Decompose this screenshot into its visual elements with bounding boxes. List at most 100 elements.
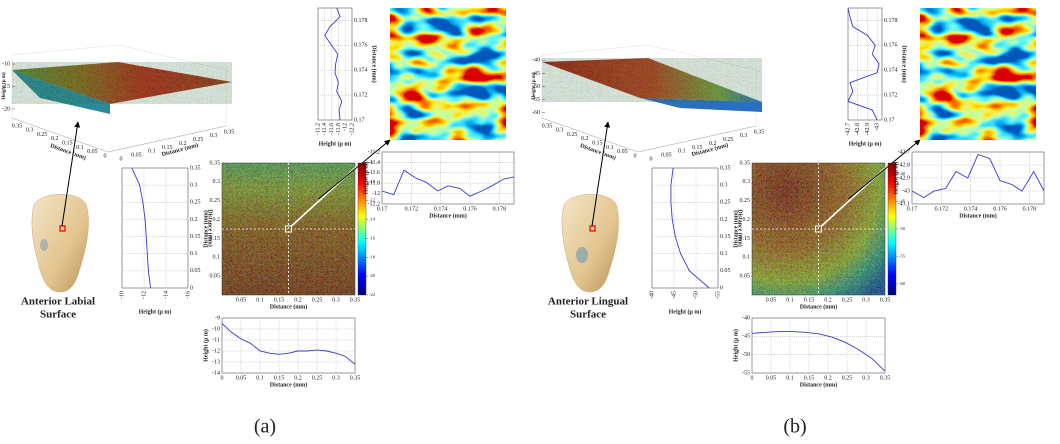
x-tick-label: 0.174 <box>884 68 898 74</box>
y-tick-label: -12 <box>343 123 349 131</box>
y-tick-label: -14 <box>212 370 220 376</box>
x-tick-label: 0.2 <box>720 217 728 223</box>
surface-box <box>11 117 227 153</box>
x-tick-label: 0 <box>104 153 107 159</box>
y-tick-label: 0.3 <box>743 179 751 185</box>
x-axis-label: Distance (mm) <box>371 45 378 83</box>
z-axis-label: Height (μ m) <box>2 72 7 100</box>
x-axis-label: Distance (mm) <box>959 212 997 219</box>
x-tick-label: 0.05 <box>87 149 98 155</box>
colorbar-tick-label: -55 <box>899 254 906 259</box>
x-axis-label: Distance (mm) <box>207 209 214 247</box>
x-tick-label: 0 <box>221 375 224 381</box>
y-tick-label: -12 <box>212 348 220 354</box>
y-tick-label: 0.1 <box>148 149 156 155</box>
y-tick-label: -43 <box>875 123 881 131</box>
x-axis-label: Distance (mm) <box>737 209 744 247</box>
y-tick-label: -43.1 <box>898 201 911 207</box>
x-tick-label: 0.35 <box>12 123 23 129</box>
x-tick-label: 0.15 <box>190 234 201 240</box>
colorbar-tick-label: -22 <box>369 292 375 297</box>
colorbar-tick-label: -45 <box>899 199 906 204</box>
x-axis-label: Distance (mm) <box>800 381 838 388</box>
x-tick-label: 0.25 <box>190 200 201 206</box>
y-tick-label: -9 <box>215 315 220 321</box>
y-axis-label: Height (μ m) <box>202 329 209 362</box>
x-axis-label: Distance (mm) <box>429 212 467 219</box>
x-tick-label: 0.35 <box>880 375 891 381</box>
y-tick-label: 0.35 <box>740 160 751 166</box>
colorbar-tick-label: -18 <box>369 254 376 259</box>
plot-frame <box>381 151 515 205</box>
y-tick-label: -42.9 <box>898 175 911 181</box>
plot-frame <box>317 7 353 121</box>
x-tick-label: 0.05 <box>190 268 201 274</box>
x-tick-label: 0.1 <box>786 297 794 303</box>
y-tick-label: 0.3 <box>210 133 218 139</box>
profile-line <box>221 323 356 365</box>
y-tick-label: -10 <box>212 326 220 332</box>
x-tick-label: 0.25 <box>567 132 578 138</box>
x-tick-label: 0.3 <box>720 183 728 189</box>
y-axis-label: Height (μ m) <box>362 162 369 195</box>
x-tick-label: 0.17 <box>884 117 895 123</box>
x-tick-label: 0.178 <box>884 18 898 24</box>
y-tick-label: -55 <box>742 370 750 376</box>
x-tick-label: 0.35 <box>542 123 553 129</box>
y-tick-label: 0.2 <box>179 141 187 147</box>
x-tick-label: 0.3 <box>332 375 340 381</box>
y-axis-label: Height (μ m) <box>892 162 899 195</box>
y-tick-label: 0.25 <box>740 198 751 204</box>
y-tick-label: 0.2 <box>213 217 221 223</box>
y-tick-label: -42.8 <box>855 123 861 136</box>
profile-line <box>670 167 710 289</box>
y-tick-label: -12.2 <box>368 201 381 207</box>
x-tick-label: 0.15 <box>592 141 603 147</box>
x-tick-label: 0.25 <box>312 375 323 381</box>
x-tick-label: 0 <box>751 375 754 381</box>
zoom-link <box>848 139 921 200</box>
zoom-region <box>285 225 292 233</box>
x-tick-label: 0 <box>720 285 723 291</box>
x-tick-label: 0.2 <box>581 136 589 142</box>
surface-box <box>11 44 227 126</box>
profile-line <box>751 331 886 372</box>
y-tick-label: 0.35 <box>210 160 221 166</box>
profile-line <box>381 169 515 197</box>
plot-frame <box>651 167 719 289</box>
profile-line <box>131 167 152 289</box>
x-tick-label: 0.25 <box>37 132 48 138</box>
surface-box <box>541 44 757 126</box>
x-tick-label: 0.05 <box>766 297 777 303</box>
colorbar-tick-label: -16 <box>369 235 376 240</box>
x-tick-label: 0.15 <box>720 234 731 240</box>
profile-line <box>324 7 343 121</box>
x-tick-label: 0 <box>190 285 193 291</box>
x-tick-label: 0.2 <box>51 136 59 142</box>
x-tick-label: 0.05 <box>617 149 628 155</box>
y-tick-label: 0.15 <box>740 236 751 242</box>
y-tick-label: 0.05 <box>661 153 672 159</box>
y-tick-label: 0.35 <box>224 129 235 135</box>
x-tick-label: 0.35 <box>350 375 361 381</box>
x-tick-label: 0.2 <box>824 375 832 381</box>
y-tick-label: 0 <box>120 156 123 162</box>
x-tick-label: 0.178 <box>1023 206 1036 212</box>
z-tick-label: -20 <box>2 106 10 112</box>
tooth <box>561 194 619 293</box>
y-tick-label: 0.2 <box>709 141 717 147</box>
y-axis-label: Height (μ m) <box>669 308 702 315</box>
z-tick-label: -15 <box>2 84 10 90</box>
x-tick-label: 0.15 <box>62 141 73 147</box>
y-tick-label: -11.6 <box>368 170 380 176</box>
y-tick-label: -11.4 <box>322 123 328 135</box>
x-tick-label: 0.05 <box>766 375 777 381</box>
y-axis-label: Height (μ m) <box>849 140 882 147</box>
z-axis-label: Height (μ m) <box>532 72 537 100</box>
y-tick-label: -10 <box>119 291 125 299</box>
x-axis-label: Distance (mm) <box>800 303 838 310</box>
